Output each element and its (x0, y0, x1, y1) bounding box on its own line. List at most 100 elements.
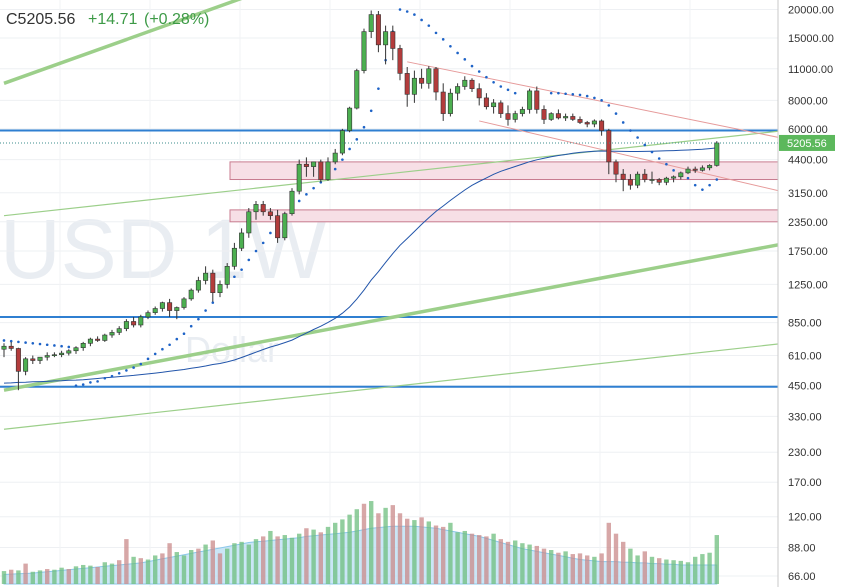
volume-bar (217, 553, 223, 584)
sar-dot (578, 93, 582, 97)
volume-bar (505, 541, 511, 584)
volume-bar (657, 558, 662, 584)
candle-body (642, 173, 648, 180)
zone (229, 209, 779, 223)
sar-dot (470, 64, 474, 68)
sar-dot (341, 158, 344, 161)
y-tick-label: 11000.00 (788, 64, 833, 76)
candle-body (534, 90, 540, 110)
volume-bar (340, 519, 345, 584)
trendline (3, 335, 846, 430)
volume-bar (361, 503, 367, 584)
volume-bar (606, 522, 611, 584)
candle-body (383, 31, 389, 46)
volume-bar (549, 550, 554, 584)
candle-body (174, 307, 180, 311)
candle-body (188, 289, 194, 300)
sar-dot (715, 178, 719, 181)
candle-body (548, 113, 554, 120)
change-percent: (+0.28%) (144, 11, 209, 28)
volume-bar (117, 560, 122, 584)
candle-body (440, 91, 446, 114)
volume-bar (160, 553, 165, 584)
sar-dot (362, 125, 366, 129)
volume-bar (469, 533, 475, 584)
sar-dot (600, 99, 603, 102)
sar-dot (182, 332, 186, 336)
sar-dot (355, 138, 359, 141)
sar-dot (665, 162, 668, 166)
candle-body (73, 347, 79, 352)
last-price-badge (779, 134, 835, 151)
candle-body (627, 179, 633, 186)
volume-bar (592, 556, 597, 584)
volume-bar (556, 552, 561, 584)
volume-bar (37, 570, 43, 584)
volume-bar (145, 559, 151, 584)
sar-dot (636, 136, 639, 139)
candle-body (635, 173, 641, 186)
candle-body (23, 358, 29, 372)
change-value: +14.71 (88, 11, 137, 28)
volume-bar (153, 555, 158, 584)
sar-dot (571, 93, 575, 96)
volume-bar (563, 551, 568, 584)
candle-body (231, 247, 237, 267)
last-price-badge-label: 5205.56 (787, 138, 827, 150)
candle-body (656, 179, 662, 183)
candle-body (15, 348, 21, 372)
candle-body (368, 14, 374, 32)
sar-dot (708, 183, 711, 187)
candle-body (599, 120, 605, 131)
candle-body (577, 119, 583, 123)
volume-bar (311, 529, 316, 584)
sar-dot (499, 85, 503, 88)
volume-bar (671, 560, 676, 584)
candle-body (347, 107, 353, 131)
volume-bar (714, 535, 719, 584)
volume-bar (678, 560, 683, 584)
candle-body (145, 312, 151, 318)
volume-bar (412, 520, 417, 584)
sar-dot (9, 339, 13, 343)
volume-bar (585, 555, 590, 584)
candle-body (692, 168, 698, 171)
y-tick-label: 450.00 (788, 381, 822, 393)
sar-dot (607, 104, 611, 107)
sar-dot (211, 301, 215, 304)
y-tick-label: 850.00 (788, 318, 822, 330)
candle-body (570, 116, 576, 120)
sar-dot (549, 91, 553, 95)
price-axis-background (778, 0, 846, 587)
trendline (479, 120, 846, 207)
volume-bar (124, 539, 129, 584)
y-tick-label: 20000.00 (788, 5, 834, 17)
candle-body (462, 79, 468, 87)
volume-bar (491, 533, 496, 584)
volume-bar (397, 513, 403, 584)
candle-body (311, 161, 317, 167)
volume-bar (577, 553, 583, 584)
candle-body (44, 355, 50, 358)
volume-bar (268, 530, 273, 584)
y-tick-label: 230.00 (788, 447, 822, 459)
volume-bar (253, 539, 259, 584)
sar-dot (125, 369, 128, 372)
volume-bar (628, 548, 633, 584)
candle-body (253, 204, 259, 213)
y-tick-label: 610.00 (788, 351, 822, 363)
volume-bar (664, 559, 669, 584)
volume-bar (16, 570, 21, 584)
candle-body (102, 334, 108, 341)
sar-dot (139, 362, 143, 366)
volume-bar (174, 552, 179, 584)
candle-body (671, 176, 677, 179)
volume-bar (527, 544, 532, 584)
candle-body (555, 113, 561, 119)
sar-dot (413, 13, 416, 16)
volume-bar (649, 556, 655, 584)
price-axis[interactable]: 20000.00 15000.00 11000.00 8000.00 6000.00 44… (777, 0, 846, 587)
volume-bar (347, 514, 352, 584)
sar-dot (650, 150, 654, 154)
